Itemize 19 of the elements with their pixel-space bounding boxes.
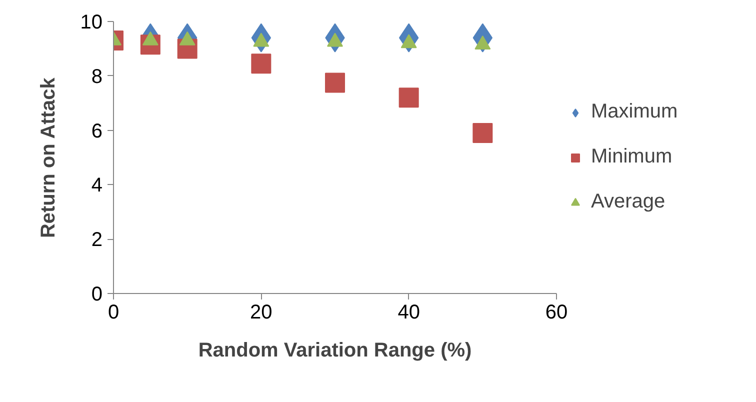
x-tick-label: 60 <box>545 302 568 324</box>
y-tick-label: 2 <box>91 229 102 252</box>
x-tick-label: 20 <box>250 302 272 324</box>
legend-label: Maximum <box>591 100 678 124</box>
y-tick-label: 8 <box>91 66 102 88</box>
legend-label: Minimum <box>591 146 672 168</box>
y-axis-title: Return on Attack <box>37 76 60 238</box>
point <box>251 54 272 74</box>
legend-label: Average <box>591 190 666 214</box>
x-tick-label: 0 <box>108 302 120 324</box>
point <box>325 72 345 93</box>
point <box>472 123 493 144</box>
point <box>398 88 419 108</box>
y-tick-label: 4 <box>91 174 102 197</box>
x-tick-label: 40 <box>398 302 420 324</box>
x-axis-title: Random Variation Range (%) <box>198 340 472 362</box>
y-tick-label: 10 <box>80 12 103 34</box>
y-tick-label: 0 <box>91 284 102 306</box>
y-tick-label: 6 <box>91 120 102 142</box>
